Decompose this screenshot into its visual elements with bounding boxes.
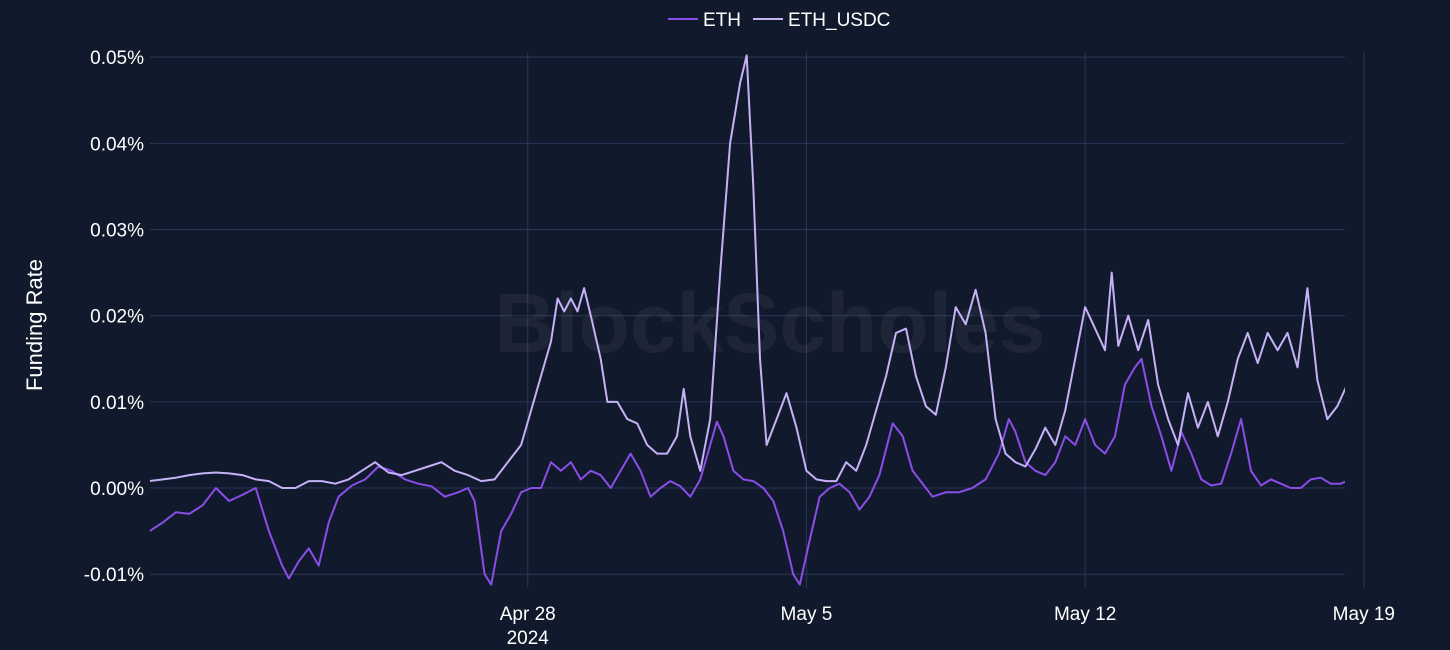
y-tick-label: 0.04% (90, 134, 144, 155)
y-tick-label: 0.02% (90, 307, 144, 328)
y-tick-label: 0.05% (90, 48, 144, 69)
series-layer (150, 54, 1345, 586)
legend-label: ETH_USDC (788, 10, 890, 31)
x-tick-label: May 12 (1054, 604, 1116, 625)
x-tick-label: Apr 28 (500, 604, 556, 625)
legend-label: ETH (703, 10, 741, 31)
legend-item-eth[interactable]: ETH (668, 10, 741, 31)
series-line-eth (150, 357, 1345, 586)
watermark: BlockScholes (495, 276, 1046, 370)
legend-item-eth-usdc[interactable]: ETH_USDC (753, 10, 890, 31)
x-tick-label: May 5 (781, 604, 833, 625)
y-tick-label: 0.03% (90, 221, 144, 242)
legend[interactable]: ETH ETH_USDC (668, 10, 890, 31)
y-tick-label: 0.00% (90, 479, 144, 500)
x-axis-ticks: Apr 28 2024 May 5 May 12 May 19 (500, 604, 1395, 649)
y-tick-label: 0.01% (90, 393, 144, 414)
y-tick-label: -0.01% (84, 565, 144, 586)
y-axis-ticks: -0.01% 0.00% 0.01% 0.02% 0.03% 0.04% 0.05% (84, 48, 144, 586)
series-line-eth-usdc (150, 54, 1345, 489)
x-tick-year-label: 2024 (507, 628, 550, 649)
y-axis-label: Funding Rate (22, 259, 47, 391)
x-tick-label: May 19 (1333, 604, 1395, 625)
